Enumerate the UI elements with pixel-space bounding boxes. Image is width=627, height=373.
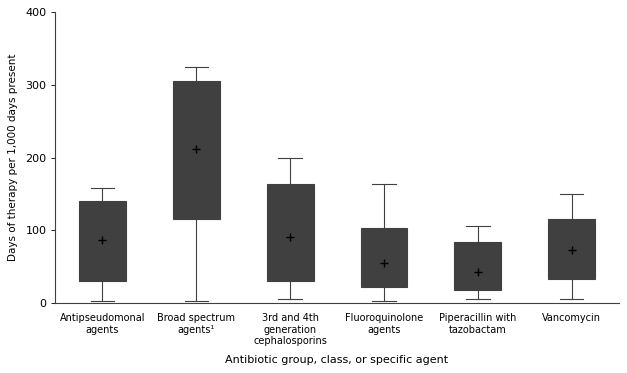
PathPatch shape [79,201,126,281]
PathPatch shape [455,242,502,290]
Y-axis label: Days of therapy per 1,000 days present: Days of therapy per 1,000 days present [8,54,18,261]
PathPatch shape [266,184,314,281]
PathPatch shape [548,219,595,279]
PathPatch shape [173,81,219,219]
X-axis label: Antibiotic group, class, or specific agent: Antibiotic group, class, or specific age… [226,355,448,365]
PathPatch shape [361,228,408,287]
